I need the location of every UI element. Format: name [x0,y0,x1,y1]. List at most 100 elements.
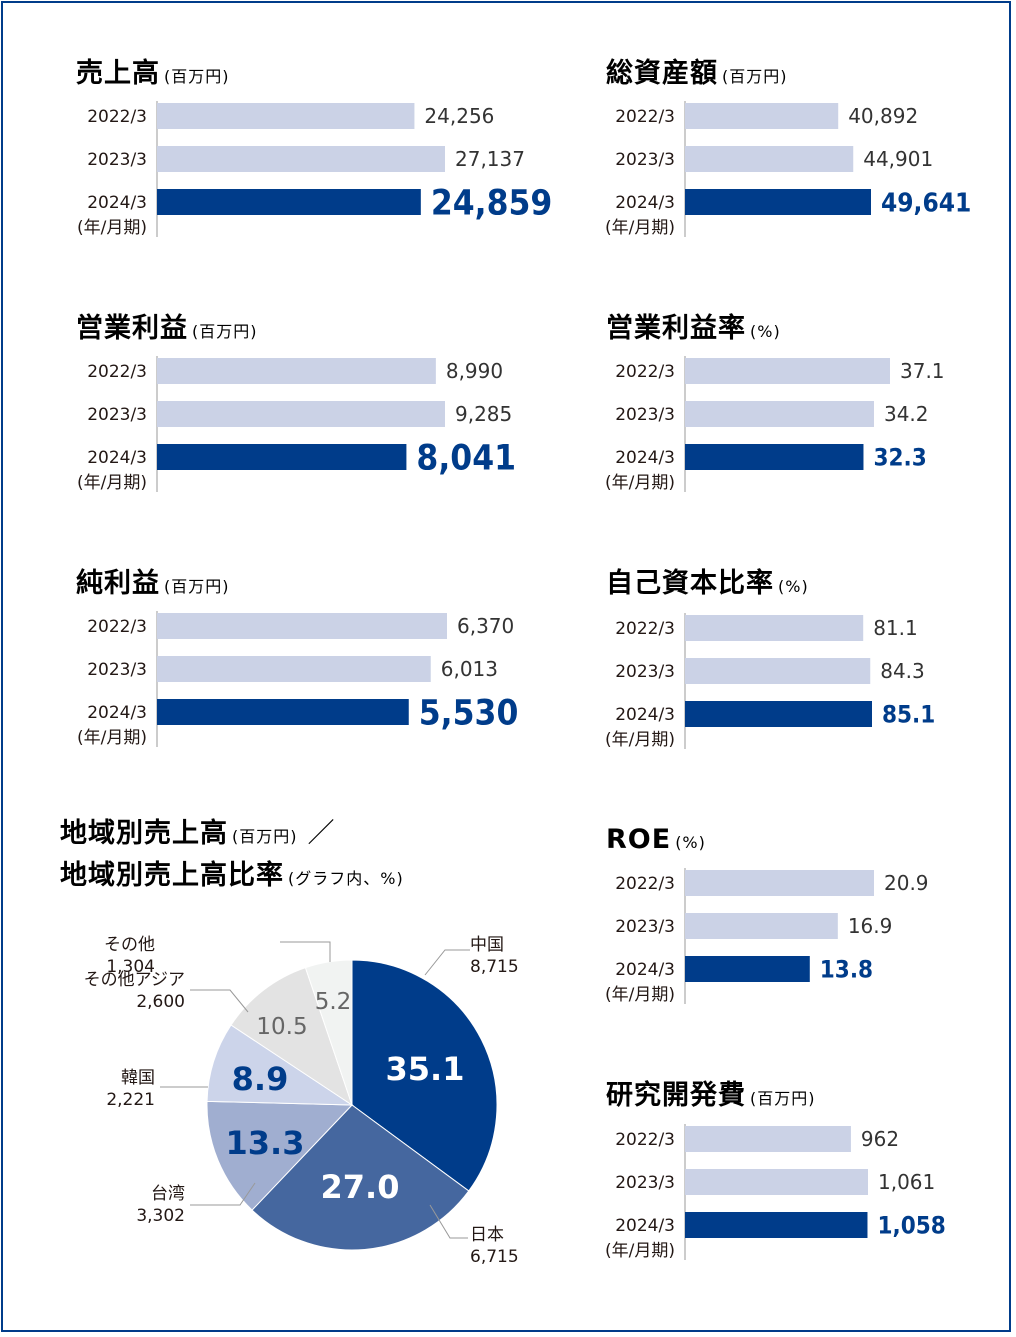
data-label-highlight: 5,530 [419,694,519,734]
category-tick-label: 2024/3 [615,1216,675,1236]
pie-category-label: 韓国 [121,1068,155,1088]
pie-category-label: 日本 [470,1225,504,1245]
bar [685,358,890,384]
bar [685,1212,868,1238]
data-label-highlight: 24,859 [431,184,553,224]
period-note: (年/月期) [605,218,675,238]
chart-title: 純利益 (百万円) [76,567,230,599]
pie-title-text: 地域別売上高比率 [60,859,284,891]
bar [685,870,874,896]
leader-line [190,989,249,1013]
leader-line [424,949,470,976]
category-tick-label: 2022/3 [615,107,675,127]
bar [157,613,447,639]
bar-chart-7: ROE (%) 2022/3 20.9 2023/3 16.9 2024/3 13.8 (年/月… [605,824,929,1005]
pie-amount-label: 2,600 [136,992,185,1012]
category-tick-label: 2023/3 [615,662,675,682]
pie-title-text: 地域別売上高 [60,817,228,849]
chart-title-text: 営業利益率 [606,312,746,344]
chart-unit: (%) [675,833,706,852]
category-tick-label: 2022/3 [615,362,675,382]
pie-amount-label: 1,304 [106,957,155,977]
category-tick-label: 2022/3 [615,874,675,894]
period-note: (年/月期) [77,218,147,238]
bar [685,189,871,215]
category-tick-label: 2024/3 [87,703,147,723]
data-label: 20.9 [884,871,929,895]
data-label: 1,061 [878,1170,935,1194]
pie-slice [206,1024,354,1106]
bar [685,401,874,427]
chart-unit: (百万円) [164,67,230,86]
category-tick-label: 2024/3 [615,960,675,980]
chart-title: 自己資本比率 (%) [606,567,809,599]
chart-title: 営業利益 (百万円) [76,312,258,344]
leader-line [280,941,331,962]
category-tick-label: 2024/3 [615,448,675,468]
bar [157,146,445,172]
bar [157,358,436,384]
chart-title: 研究開発費 (百万円) [606,1079,816,1111]
category-tick-label: 2023/3 [615,917,675,937]
data-label: 16.9 [848,914,893,938]
bar [157,103,415,129]
chart-unit: (百万円) [722,67,788,86]
bar-chart-6: 自己資本比率 (%) 2022/3 81.1 2023/3 84.3 2024/3 85.1 (… [605,567,935,750]
bar [685,913,838,939]
period-note: (年/月期) [77,728,147,748]
period-note: (年/月期) [605,1241,675,1261]
bar-chart-4: 営業利益率 (%) 2022/3 37.1 2023/3 34.2 2024/3 32.3 (年… [605,312,945,493]
data-label-highlight: 85.1 [882,701,935,729]
chart-unit: (百万円) [192,322,258,341]
bar-chart-1: 売上高 (百万円) 2022/3 24,256 2023/3 27,137 2024/3 24… [76,57,552,238]
pie-chart-title: 地域別売上高 (百万円) ／ [60,817,336,849]
data-label: 84.3 [880,659,925,683]
chart-unit: (%) [778,577,809,596]
bar [685,1126,851,1152]
bar [157,189,421,215]
data-label: 6,370 [457,614,514,638]
data-label: 44,901 [863,147,933,171]
chart-title-text: 研究開発費 [606,1079,746,1111]
pie-amount-label: 6,715 [470,1247,519,1267]
pie-category-label: 台湾 [151,1184,185,1204]
bar [685,146,854,172]
pie-title-unit: (百万円) [232,827,298,846]
bar [157,401,445,427]
data-label: 9,285 [455,402,512,426]
pie-title-unit: (グラフ内、%) [288,869,404,888]
chart-title-text: 自己資本比率 [606,567,774,599]
category-tick-label: 2022/3 [615,1130,675,1150]
data-label-highlight: 1,058 [877,1212,945,1240]
chart-title: ROE (%) [606,824,706,855]
bar [685,956,810,982]
leader-line [429,1204,468,1239]
bar [685,615,864,641]
chart-unit: (百万円) [164,577,230,596]
chart-title-text: 純利益 [76,567,160,599]
chart-title-text: 総資産額 [606,57,718,89]
category-tick-label: 2023/3 [615,405,675,425]
pie-slice [304,959,353,1106]
bar [685,701,872,727]
category-tick-label: 2024/3 [87,448,147,468]
pie-slice-value-label: 10.5 [256,1014,307,1040]
data-label-highlight: 8,041 [416,439,516,479]
data-label: 6,013 [441,657,498,681]
chart-title: 総資産額 (百万円) [606,57,788,89]
category-tick-label: 2024/3 [615,705,675,725]
bar [685,658,871,684]
pie-amount-label: 2,221 [106,1090,155,1110]
bar [685,103,839,129]
data-label: 27,137 [455,147,525,171]
chart-title-text: ROE [606,824,671,855]
category-tick-label: 2023/3 [615,1173,675,1193]
pie-category-label: 中国 [470,935,504,955]
category-tick-label: 2023/3 [87,405,147,425]
data-label-highlight: 13.8 [820,956,873,984]
bar-chart-2: 総資産額 (百万円) 2022/3 40,892 2023/3 44,901 2024/3 4… [605,57,971,238]
pie-slice-value-label: 5.2 [315,989,352,1015]
period-note: (年/月期) [605,473,675,493]
